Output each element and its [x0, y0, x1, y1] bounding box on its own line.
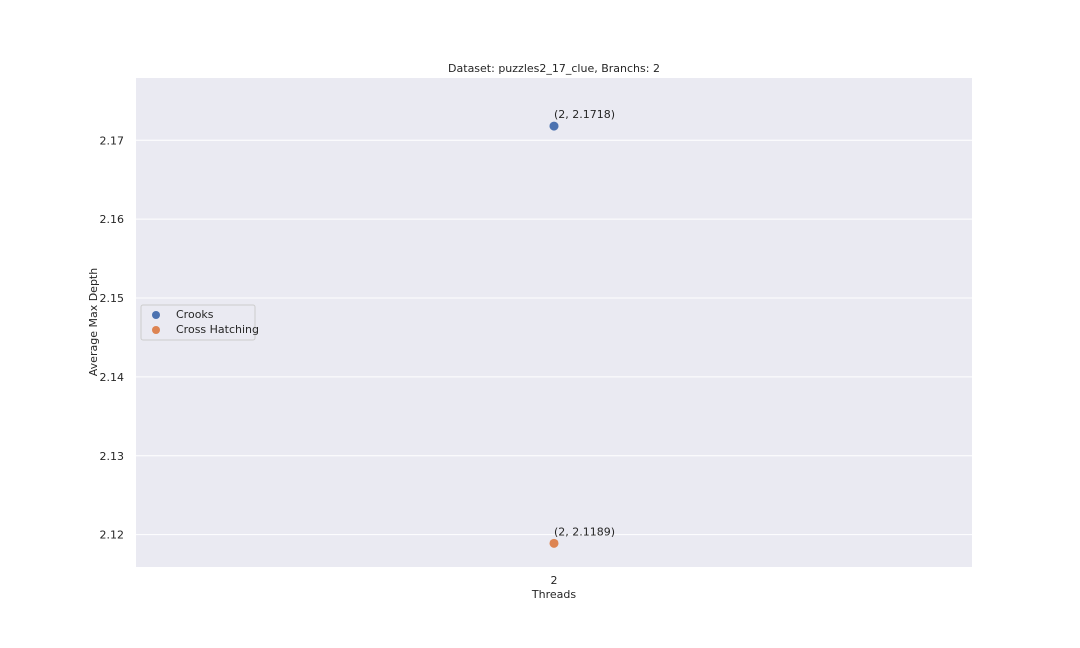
y-tick-label: 2.16 [100, 213, 125, 226]
legend-label-cross-hatching: Cross Hatching [176, 323, 259, 336]
legend-marker-crooks [152, 311, 160, 319]
y-tick-label: 2.15 [100, 292, 125, 305]
legend-label-crooks: Crooks [176, 308, 214, 321]
x-axis-ticks: 2 [551, 574, 558, 587]
y-tick-label: 2.14 [100, 371, 125, 384]
data-point [549, 538, 559, 548]
legend: Crooks Cross Hatching [140, 304, 259, 341]
legend-frame [140, 304, 256, 341]
legend-marker-cross-hatching [152, 326, 160, 334]
data-point [549, 121, 559, 131]
grid [136, 139, 972, 536]
y-tick-label: 2.17 [100, 134, 125, 147]
y-axis-label: Average Max Depth [87, 268, 100, 376]
x-axis-label: Threads [531, 588, 576, 601]
chart-title: Dataset: puzzles2_17_clue, Branchs: 2 [448, 62, 660, 75]
plot-area [136, 78, 972, 567]
data-point-label: (2, 2.1718) [554, 108, 615, 121]
data-points: (2, 2.1718) (2, 2.1189) [549, 108, 615, 548]
x-tick-label: 2 [551, 574, 558, 587]
y-tick-label: 2.12 [100, 529, 125, 542]
data-point-label: (2, 2.1189) [554, 525, 615, 538]
y-axis-ticks: 2.12 2.13 2.14 2.15 2.16 2.17 [100, 134, 125, 541]
y-tick-label: 2.13 [100, 450, 125, 463]
